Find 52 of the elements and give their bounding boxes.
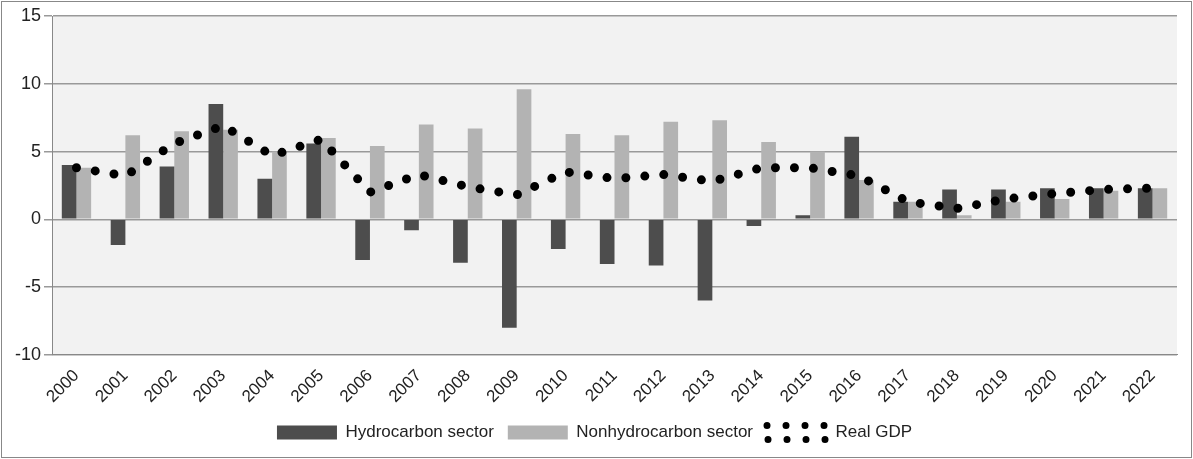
bar [369,146,385,219]
bar [1152,188,1168,219]
bar [810,151,825,219]
bar [746,220,762,227]
y-tick-label: 5 [31,140,42,161]
bar [844,136,860,219]
bar [272,151,287,219]
bar [1137,188,1153,219]
bar [125,135,141,219]
bar [223,129,238,219]
bar [614,135,630,219]
bar [467,128,483,219]
bar [956,215,972,219]
legend-label: Real GDP [835,422,913,442]
bar [418,124,434,219]
bar [208,104,224,219]
bar [76,167,92,219]
bar [61,165,77,219]
bar [502,220,517,328]
legend-label: Nonhydrocarbon sector [576,422,754,442]
bar [321,137,336,219]
bar [174,131,189,219]
bar [859,180,874,219]
bar [893,201,908,219]
bar [942,189,957,219]
legend-label: Hydrocarbon sector [345,422,495,442]
bar [1103,190,1119,219]
bar [1088,188,1104,219]
bar [599,220,615,265]
bar [761,142,776,219]
bar [697,220,713,301]
bar [257,178,273,219]
y-tick-label: 0 [31,208,42,229]
y-tick-label: -5 [25,276,42,297]
bar [795,215,811,219]
bar [663,121,679,219]
bar [453,220,468,263]
bar [355,220,370,260]
bar [550,220,566,250]
y-tick-label: 10 [20,72,42,93]
bar [1054,198,1070,219]
bar [306,143,322,219]
y-tick-label: 15 [20,4,42,25]
bar [404,220,419,231]
bar [110,220,126,246]
y-tick-label: -10 [15,343,42,364]
bar [159,166,175,219]
bar [712,120,728,219]
bar [1005,201,1021,219]
bar [516,89,532,219]
bar [648,220,664,266]
bar [565,133,581,219]
